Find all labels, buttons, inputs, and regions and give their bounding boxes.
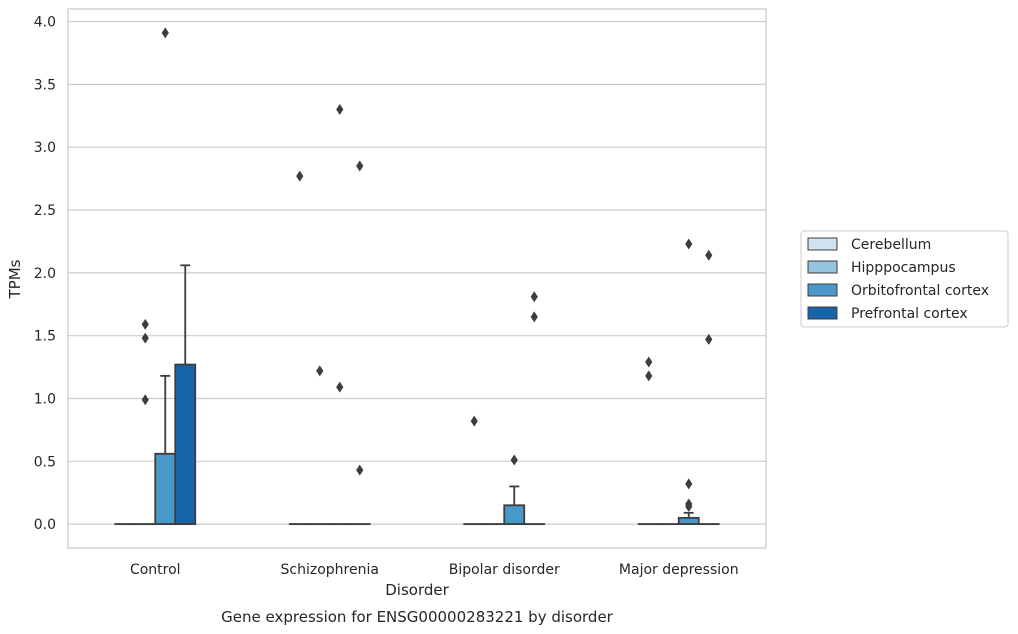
grid-lines: [68, 20, 766, 525]
legend-swatch: [807, 306, 838, 320]
box-body: [677, 516, 700, 526]
outlier-point: [141, 394, 149, 406]
y-tick-label: 1.0: [34, 391, 56, 407]
outlier-point: [685, 501, 693, 513]
legend-label: Orbitofrontal cortex: [851, 283, 989, 299]
outlier-point: [645, 356, 653, 368]
outlier-point: [530, 311, 538, 323]
y-tick-label: 0.0: [34, 517, 56, 533]
legend: Cerebellum Hipppocampus Orbitofrontal cort…: [800, 230, 1009, 328]
box-body: [503, 504, 526, 526]
legend-swatch: [807, 283, 838, 297]
x-tick-label: Bipolar disorder: [449, 562, 560, 578]
box-plot-marks: [114, 27, 720, 526]
x-tick-labels: Control Schizophrenia Bipolar disorder Majo…: [130, 562, 739, 578]
legend-frame: [800, 230, 1009, 328]
y-tick-label: 2.0: [34, 266, 56, 282]
box-orbitofrontal-cortex: [503, 454, 526, 526]
outlier-point: [510, 454, 518, 466]
y-tick-label: 4.0: [34, 15, 56, 31]
box-prefrontal-cortex: [174, 264, 197, 526]
box-prefrontal-cortex: [348, 160, 371, 526]
outlier-point: [645, 370, 653, 382]
outlier-point: [336, 381, 344, 393]
chart-caption: Gene expression for ENSG00000283221 by d…: [221, 608, 614, 626]
y-tick-label: 3.0: [34, 140, 56, 156]
outlier-point: [685, 238, 693, 250]
box-prefrontal-cortex: [697, 249, 720, 526]
outlier-point: [356, 160, 364, 172]
legend-swatch: [807, 260, 838, 274]
outlier-point: [705, 333, 713, 345]
outlier-point: [470, 415, 478, 427]
outlier-point: [141, 332, 149, 344]
legend-label: Hipppocampus: [851, 260, 956, 276]
y-tick-label: 0.5: [34, 454, 56, 470]
plot-frame: [67, 8, 767, 549]
outlier-point: [685, 478, 693, 490]
x-axis-label: Disorder: [385, 581, 449, 599]
box-prefrontal-cortex: [523, 291, 546, 526]
box-cerebellum: [463, 415, 486, 526]
x-tick-label: Major depression: [619, 562, 739, 578]
outlier-point: [141, 318, 149, 330]
outlier-point: [296, 170, 304, 182]
outlier-point: [316, 365, 324, 377]
box-body: [154, 452, 177, 526]
box-orbitofrontal-cortex: [328, 104, 351, 526]
box-cerebellum: [637, 356, 660, 526]
x-tick-label: Schizophrenia: [281, 562, 379, 578]
box-hipppocampus: [134, 318, 157, 526]
box-hipppocampus: [308, 365, 331, 526]
box-cerebellum: [288, 170, 311, 526]
outlier-point: [530, 291, 538, 303]
box-body: [174, 363, 197, 526]
y-tick-label: 1.5: [34, 329, 56, 345]
outlier-point: [356, 464, 364, 476]
y-tick-label: 3.5: [34, 77, 56, 93]
legend-label: Cerebellum: [851, 237, 931, 253]
legend-swatch: [807, 237, 838, 251]
y-axis-label: TPMs: [6, 259, 24, 299]
outlier-point: [161, 27, 169, 39]
y-tick-label: 2.5: [34, 203, 56, 219]
legend-label: Prefrontal cortex: [851, 306, 968, 322]
outlier-point: [705, 249, 713, 261]
outlier-point: [336, 104, 344, 116]
x-tick-label: Control: [130, 562, 181, 578]
box-orbitofrontal-cortex: [677, 238, 700, 526]
y-tick-labels: 0.0 0.5 1.0 1.5 2.0 2.5 3.0 3.5 4.0: [34, 15, 56, 534]
box-orbitofrontal-cortex: [154, 27, 177, 526]
